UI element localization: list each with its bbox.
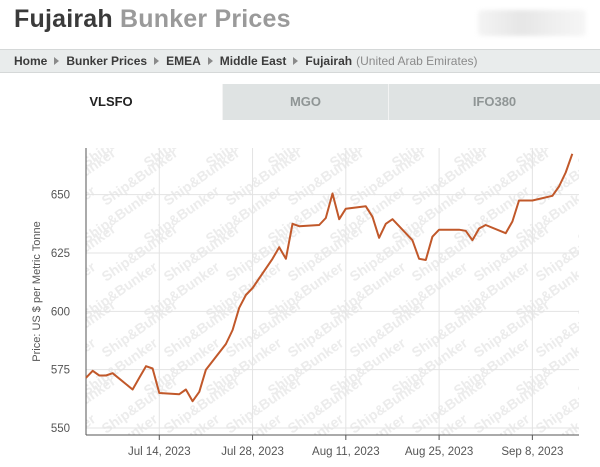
y-tick-label: 600 [51,306,70,318]
y-tick-label: 550 [51,423,70,435]
series-line [85,153,574,403]
watermark-text: Ship&Bunker [595,220,600,284]
breadcrumb-middle-east[interactable]: Middle East [219,54,287,68]
x-tick-label: Jul 14, 2023 [128,446,191,458]
watermark-text: Ship&Bunker [245,130,327,132]
x-tick-label: Aug 25, 2023 [405,446,473,458]
tab-vlsfo[interactable]: VLSFO [0,84,222,120]
page-title: Fujairah Bunker Prices [14,5,291,34]
watermark-text: Ship&Bunker [555,130,600,132]
breadcrumb-bunker-prices[interactable]: Bunker Prices [66,54,148,68]
watermark-text: Ship&Bunker [431,130,513,132]
page-title-suffix: Bunker Prices [120,5,291,33]
watermark-text: Ship&Bunker [121,130,203,132]
breadcrumb-arrow-icon [154,57,160,65]
breadcrumb-arrow-icon [54,57,60,65]
breadcrumb-home[interactable]: Home [14,54,48,68]
y-tick-label: 575 [51,365,70,377]
breadcrumb: Home Bunker Prices EMEA Middle East Fujairah… [0,49,600,73]
y-tick-label: 650 [51,190,70,202]
watermark-text: Ship&Bunker [595,144,600,208]
breadcrumb-country: (United Arab Emirates) [356,54,478,68]
watermark-text: Ship&Bunker [493,130,575,132]
tab-mgo[interactable]: MGO [222,84,388,120]
page-title-location: Fujairah [14,5,113,33]
watermark-text: Ship&Bunker [59,130,141,132]
price-chart: Ship&BunkerShip&BunkerShip&BunkerShip&Bu… [0,130,600,458]
breadcrumb-fujairah: Fujairah [305,54,353,68]
watermark-text: Ship&Bunker [575,130,600,170]
watermark-text: Ship&Bunker [0,130,79,132]
breadcrumb-emea[interactable]: EMEA [166,54,201,68]
fuel-tabs: VLSFO MGO IFO380 [0,84,600,120]
y-axis-label: Price: US $ per Metric Tonne [31,221,43,361]
breadcrumb-arrow-icon [207,57,213,65]
watermark-text: Ship&Bunker [183,130,265,132]
watermark-text: Ship&Bunker [595,372,600,436]
x-tick-label: Aug 11, 2023 [312,446,380,458]
watermark-text: Ship&Bunker [307,130,389,132]
watermark-text: Ship&Bunker [369,130,451,132]
breadcrumb-arrow-icon [293,57,299,65]
x-tick-label: Sep 8, 2023 [501,446,563,458]
watermark-text: Ship&Bunker [595,296,600,360]
watermark-layer: Ship&BunkerShip&BunkerShip&BunkerShip&Bu… [0,130,600,436]
blurred-logo [478,10,586,36]
x-tick-label: Jul 28, 2023 [221,446,284,458]
tab-ifo380[interactable]: IFO380 [388,84,600,120]
y-tick-label: 625 [51,248,70,260]
